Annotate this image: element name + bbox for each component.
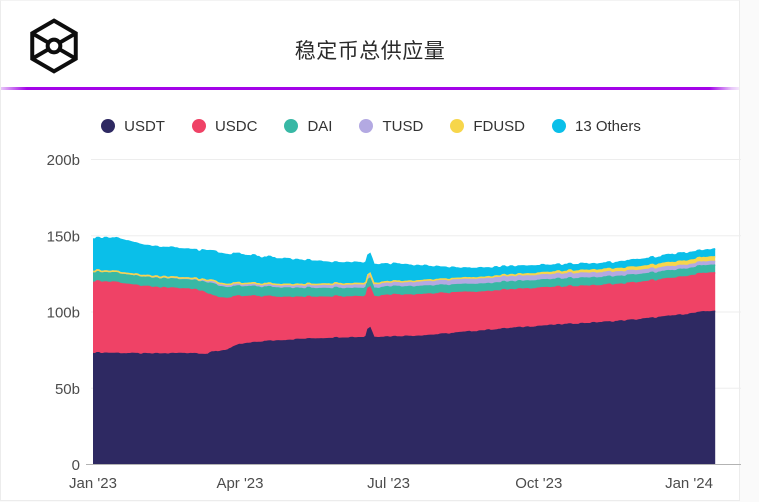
legend-swatch — [450, 119, 465, 133]
line-usdt — [92, 310, 716, 356]
legend-item-fdusd[interactable]: FDUSD — [450, 118, 525, 135]
legend-label: USDC — [214, 117, 258, 135]
area-usdc — [93, 272, 716, 355]
chart-legend: USDT USDC DAI TUSD FDUSD 13 Others — [1, 113, 741, 139]
cube-logo-icon — [30, 18, 78, 74]
y-tick-label: 50b — [55, 381, 80, 398]
area-13-others — [93, 237, 716, 285]
legend-label: USDT — [124, 117, 165, 135]
line-13-others — [92, 236, 716, 270]
line-dai — [92, 264, 716, 290]
x-tick-label: Oct '23 — [515, 475, 562, 492]
y-tick-label: 100b — [47, 305, 80, 322]
legend-swatch — [552, 119, 566, 133]
accent-divider — [1, 87, 739, 90]
y-tick-label: 200b — [47, 152, 80, 169]
legend-swatch — [284, 119, 299, 133]
x-tick-label: Apr '23 — [216, 475, 263, 492]
supply-area-chart[interactable]: 0 50b 100b 150b 200b Jan '23 Apr '23 Jul '23 Oct… — [1, 141, 741, 502]
legend-label: DAI — [307, 117, 333, 135]
legend-label: 13 Others — [575, 117, 641, 135]
area-usdt — [93, 311, 716, 465]
stablecoin-supply-card: 稳定币总供应量 USDT USDC DAI TUSD FDUSD 13 Others 0 5… — [0, 0, 741, 502]
x-tick-label: Jul '23 — [367, 475, 410, 492]
legend-item-usdc[interactable]: USDC — [191, 117, 258, 135]
legend-label: FDUSD — [473, 117, 525, 135]
area-dai — [93, 265, 716, 299]
card-header: 稳定币总供应量 — [1, 1, 739, 88]
legend-item-usdt[interactable]: USDT — [101, 118, 165, 135]
y-tick-label: 0 — [72, 457, 80, 474]
chart-title: 稳定币总供应量 — [294, 40, 446, 63]
area-tusd — [93, 261, 716, 290]
the-block-logo — [25, 17, 83, 75]
x-tick-label: Jan '24 — [665, 475, 713, 492]
x-tick-label: Jan '23 — [69, 475, 117, 492]
legend-swatch — [359, 119, 374, 133]
line-usdc — [93, 272, 716, 300]
legend-swatch — [191, 119, 206, 133]
legend-item-tusd[interactable]: TUSD — [359, 118, 423, 135]
legend-swatch — [101, 119, 116, 133]
y-tick-label: 150b — [47, 228, 80, 245]
legend-label: TUSD — [382, 117, 424, 135]
legend-item-13-others[interactable]: 13 Others — [552, 118, 641, 135]
line-fdusd — [92, 256, 716, 286]
legend-item-dai[interactable]: DAI — [284, 118, 332, 135]
